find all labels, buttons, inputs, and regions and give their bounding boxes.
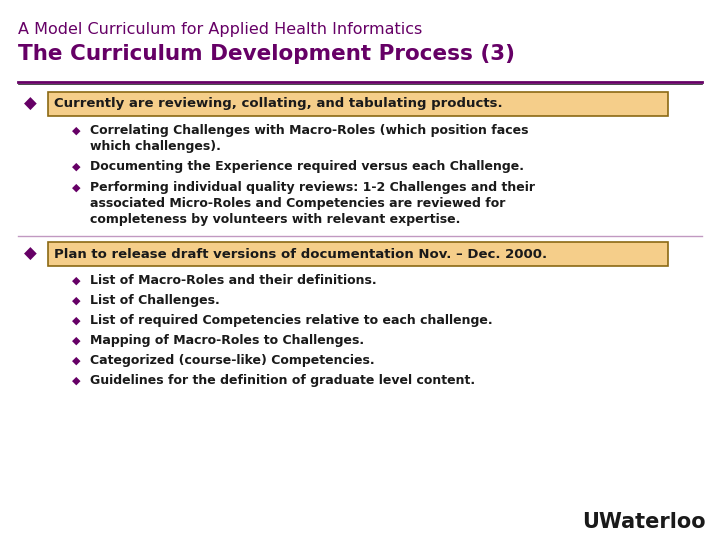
Text: ◆: ◆ [72,296,80,306]
Text: The Curriculum Development Process (3): The Curriculum Development Process (3) [18,44,515,64]
Text: Correlating Challenges with Macro-Roles (which position faces
which challenges).: Correlating Challenges with Macro-Roles … [90,124,528,153]
Text: ◆: ◆ [72,162,80,172]
Text: ◆: ◆ [72,183,80,192]
Text: List of Macro-Roles and their definitions.: List of Macro-Roles and their definition… [90,274,377,287]
Text: Documenting the Experience required versus each Challenge.: Documenting the Experience required vers… [90,160,524,173]
Text: Mapping of Macro-Roles to Challenges.: Mapping of Macro-Roles to Challenges. [90,334,364,347]
Text: Plan to release draft versions of documentation Nov. – Dec. 2000.: Plan to release draft versions of docume… [54,247,547,260]
Text: A Model Curriculum for Applied Health Informatics: A Model Curriculum for Applied Health In… [18,22,422,37]
Text: List of required Competencies relative to each challenge.: List of required Competencies relative t… [90,314,492,327]
Text: Performing individual quality reviews: 1-2 Challenges and their
associated Micro: Performing individual quality reviews: 1… [90,180,535,226]
Text: Categorized (course-like) Competencies.: Categorized (course-like) Competencies. [90,354,374,367]
FancyBboxPatch shape [48,92,668,116]
FancyBboxPatch shape [48,242,668,266]
Text: List of Challenges.: List of Challenges. [90,294,220,307]
Text: ◆: ◆ [72,336,80,346]
Text: ◆: ◆ [72,376,80,386]
Text: ◆: ◆ [24,245,37,263]
Text: ◆: ◆ [72,276,80,286]
Text: ◆: ◆ [24,95,37,113]
Text: Guidelines for the definition of graduate level content.: Guidelines for the definition of graduat… [90,374,475,387]
Text: ◆: ◆ [72,316,80,326]
Text: Currently are reviewing, collating, and tabulating products.: Currently are reviewing, collating, and … [54,98,503,111]
Text: ◆: ◆ [72,356,80,366]
Text: UWaterloo: UWaterloo [582,512,706,532]
Text: ◆: ◆ [72,126,80,136]
